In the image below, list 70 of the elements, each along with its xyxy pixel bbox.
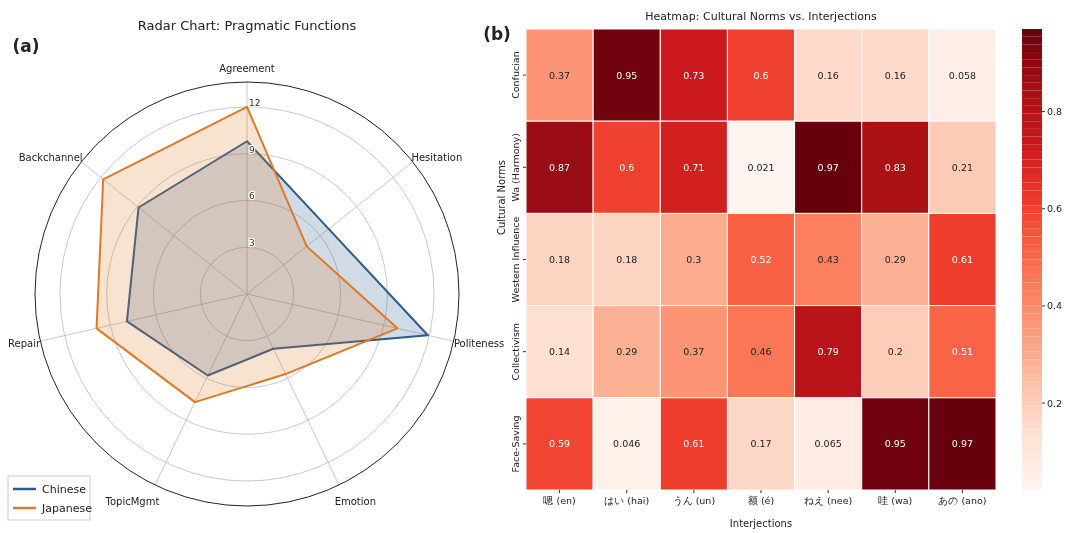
y-tick-label: 12	[249, 97, 261, 108]
y-tick-label: Wa (Harmony)	[510, 133, 521, 202]
spoke-label: Agreement	[219, 62, 275, 74]
data-label: 0.6	[753, 69, 769, 81]
x-tick-label: 额 (é)	[747, 495, 775, 506]
data-label: 0.61	[951, 254, 974, 265]
y-tick-label: 3	[249, 238, 255, 249]
y-tick-label: Face-Saving	[510, 415, 521, 473]
data-label: 0.71	[683, 161, 705, 173]
x-tick-label: 嗯 (en)	[543, 495, 576, 506]
x-tick-label: あの (ano)	[938, 495, 987, 506]
data-label: 0.59	[548, 438, 571, 450]
data-label: 0.021	[747, 161, 775, 173]
data-label: 0.51	[951, 346, 974, 358]
data-label: 0.21	[951, 161, 974, 173]
data-label: 0.73	[683, 69, 705, 81]
data-label: 0.97	[817, 161, 839, 173]
data-label: 0.43	[817, 254, 839, 265]
color-bar-label: 0.6	[1047, 203, 1063, 215]
x-axis-title: Interjections	[729, 518, 793, 529]
spoke-label: TopicMgmt	[104, 495, 160, 507]
chart-title: Heatmap: Cultural Norms vs. Interjections	[645, 10, 878, 23]
data-label: 0.16	[817, 69, 839, 81]
data-label: 0.52	[750, 254, 772, 265]
data-label: 0.3	[686, 254, 702, 265]
spoke-label: Backchannel	[18, 151, 83, 163]
y-tick-label: 6	[249, 191, 255, 202]
legend-label: Chinese	[42, 483, 87, 496]
x-tick-label: うん (un)	[672, 495, 716, 506]
data-label: 0.61	[683, 438, 705, 450]
data-label: 0.83	[884, 161, 906, 173]
data-label: 0.17	[750, 438, 772, 450]
data-label: 0.6	[619, 161, 635, 173]
data-label: 0.065	[814, 438, 842, 450]
data-label: 0.95	[884, 438, 906, 450]
data-label: 0.95	[616, 69, 638, 81]
y-axis-title: Cultural Norms	[496, 159, 507, 236]
data-label: 0.87	[548, 161, 571, 173]
spoke-label: Hesitation	[411, 151, 463, 163]
spoke-label: Politeness	[453, 338, 505, 350]
chart-title: Radar Chart: Pragmatic Functions	[137, 18, 357, 33]
y-tick-label: Confucian	[510, 51, 521, 99]
spoke-label: Repair	[8, 338, 41, 350]
data-label: 0.97	[951, 438, 974, 450]
data-label: 0.16	[884, 69, 906, 81]
data-label: 0.37	[683, 346, 705, 358]
spoke-label: Emotion	[334, 495, 377, 507]
data-label: 0.79	[817, 346, 839, 358]
data-label: 0.046	[613, 438, 641, 450]
y-tick-label: 9	[249, 144, 255, 155]
data-label: 0.46	[750, 346, 772, 358]
y-tick-label: Western Influence	[510, 216, 521, 303]
text: (a)	[12, 36, 40, 56]
data-label: 0.29	[616, 346, 638, 358]
color-bar-label: 0.8	[1047, 106, 1063, 118]
text: (b)	[483, 24, 511, 44]
data-label: 0.2	[887, 346, 903, 358]
color-bar-label: 0.2	[1047, 397, 1063, 409]
data-label: 0.29	[884, 254, 906, 265]
data-label: 0.058	[948, 69, 977, 81]
legend-label: Japanese	[41, 502, 93, 515]
x-tick-label: ねえ (nee)	[804, 495, 853, 506]
data-label: 0.18	[548, 254, 571, 265]
x-tick-label: はい (hai)	[604, 495, 650, 506]
data-label: 0.18	[616, 254, 638, 265]
data-label: 0.14	[548, 346, 571, 358]
x-tick-label: 哇 (wa)	[878, 495, 913, 506]
y-tick-label: Collectivism	[510, 322, 521, 381]
data-label: 0.37	[548, 69, 571, 81]
color-bar-label: 0.4	[1047, 300, 1063, 312]
